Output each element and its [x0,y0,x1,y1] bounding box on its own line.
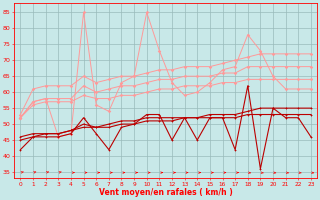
X-axis label: Vent moyen/en rafales ( km/h ): Vent moyen/en rafales ( km/h ) [99,188,233,197]
